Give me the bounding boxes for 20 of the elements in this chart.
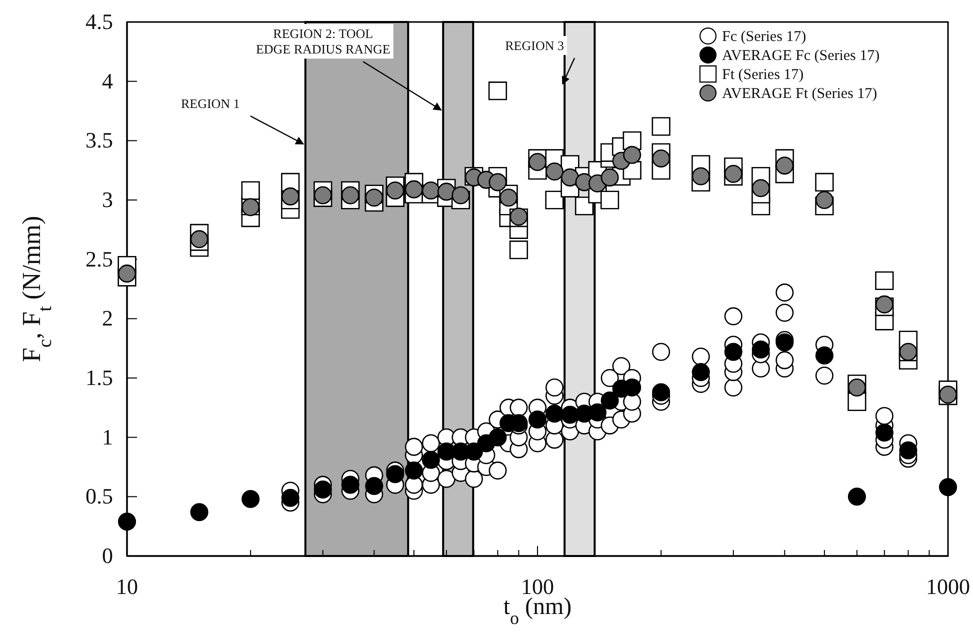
y-tick-label: 0.5 <box>86 484 113 509</box>
y-tick-label: 4.5 <box>86 9 113 34</box>
x-tick-label: 1000 <box>926 574 970 600</box>
y-tick-label: 2 <box>102 306 113 331</box>
band-label: REGION 2: TOOL EDGE RADIUS RANGE <box>256 26 390 57</box>
y-tick-label: 4 <box>102 68 113 94</box>
legend-label: Ft (Series 17) <box>722 67 804 83</box>
x-tick-label: 10 <box>116 574 138 600</box>
band-label: REGION 3 <box>505 38 564 53</box>
legend-label: AVERAGE Fc (Series 17) <box>722 48 880 64</box>
legend-label: Fc (Series 17) <box>722 29 806 45</box>
y-tick-label: 1 <box>102 424 113 450</box>
y-tick-label: 3 <box>102 187 113 212</box>
x-axis-title: t$_{o}$ (nm) <box>503 594 572 628</box>
legend-label: AVERAGE Ft (Series 17) <box>722 86 878 102</box>
band-label: REGION 1 <box>180 96 240 111</box>
y-tick-label: 3.5 <box>86 128 113 153</box>
y-tick-label: 0 <box>102 543 113 568</box>
y-tick-label: 1.5 <box>86 365 113 390</box>
y-tick-label: 2.5 <box>86 246 113 272</box>
